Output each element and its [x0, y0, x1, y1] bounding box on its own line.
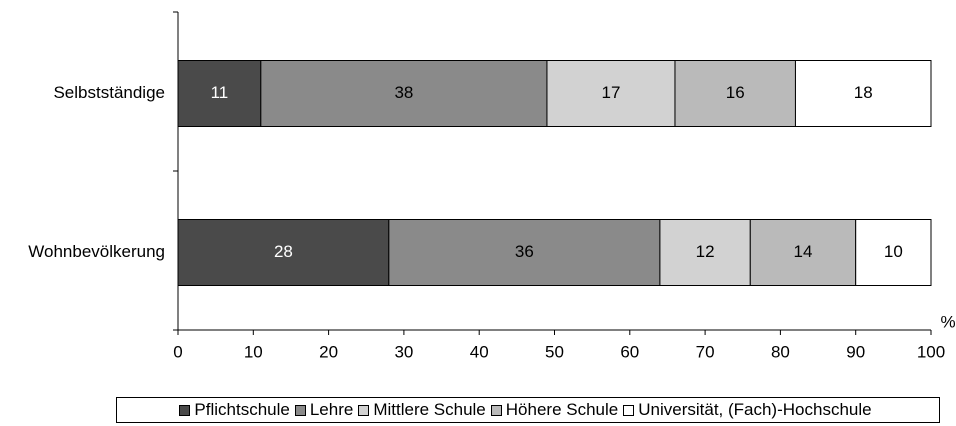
x-tick-label: 30	[394, 342, 413, 361]
bar-segment	[674, 60, 796, 127]
chart: % 0 10 20 30 40 50 60 70 80 90 100 Selbstständige 11…	[28, 11, 956, 361]
legend-swatch	[358, 404, 370, 416]
x-tick-label: 90	[846, 342, 865, 361]
legend-label: Höhere Schule	[505, 400, 619, 419]
legend-label: Lehre	[309, 400, 354, 419]
data-label: 28	[274, 242, 293, 261]
x-tick-label: 50	[545, 342, 564, 361]
x-tick-label: 100	[917, 342, 945, 361]
bar-segment	[749, 219, 857, 286]
x-tick-label: 10	[244, 342, 263, 361]
legend-swatch	[294, 404, 306, 416]
legend-swatch	[623, 404, 635, 416]
legend-label: Mittlere Schule	[373, 400, 486, 419]
y-tick-label: Wohnbevölkerung	[28, 242, 165, 261]
legend-swatch	[179, 404, 191, 416]
legend-label: Universität, (Fach)-Hochschule	[638, 400, 872, 419]
x-tick-label: 40	[470, 342, 489, 361]
legend-item: Lehre	[294, 400, 354, 420]
bar-segment	[659, 219, 751, 286]
data-label: 14	[794, 242, 813, 261]
legend-swatch	[490, 404, 502, 416]
legend-item: Mittlere Schule	[358, 400, 486, 420]
bar-segment	[177, 60, 262, 127]
data-label: 12	[696, 242, 715, 261]
legend-item: Pflichtschule	[179, 400, 290, 420]
data-label: 11	[211, 83, 229, 102]
bar-segment	[260, 60, 548, 127]
data-label: 16	[726, 83, 745, 102]
data-label: 36	[515, 242, 534, 261]
x-tick-label: 60	[620, 342, 639, 361]
data-label: 38	[394, 83, 413, 102]
x-axis-label: %	[940, 312, 955, 331]
legend-label: Pflichtschule	[194, 400, 290, 419]
data-label: 17	[602, 83, 621, 102]
bar-segment	[546, 60, 676, 127]
x-tick-label: 70	[696, 342, 715, 361]
bar-segment	[794, 60, 932, 127]
y-tick-label: Selbstständige	[53, 83, 165, 102]
data-label: 10	[884, 242, 903, 261]
legend-item: Höhere Schule	[490, 400, 619, 420]
bar-segment	[388, 219, 661, 286]
bar-segment	[855, 219, 932, 286]
x-tick-label: 20	[319, 342, 338, 361]
legend-item: Universität, (Fach)-Hochschule	[623, 400, 872, 420]
bar-segment	[177, 219, 390, 286]
data-label: 18	[854, 83, 873, 102]
x-tick-label: 0	[173, 342, 182, 361]
x-tick-label: 80	[771, 342, 790, 361]
legend: Pflichtschule Lehre Mittlere Schule Höhere …	[116, 397, 940, 423]
